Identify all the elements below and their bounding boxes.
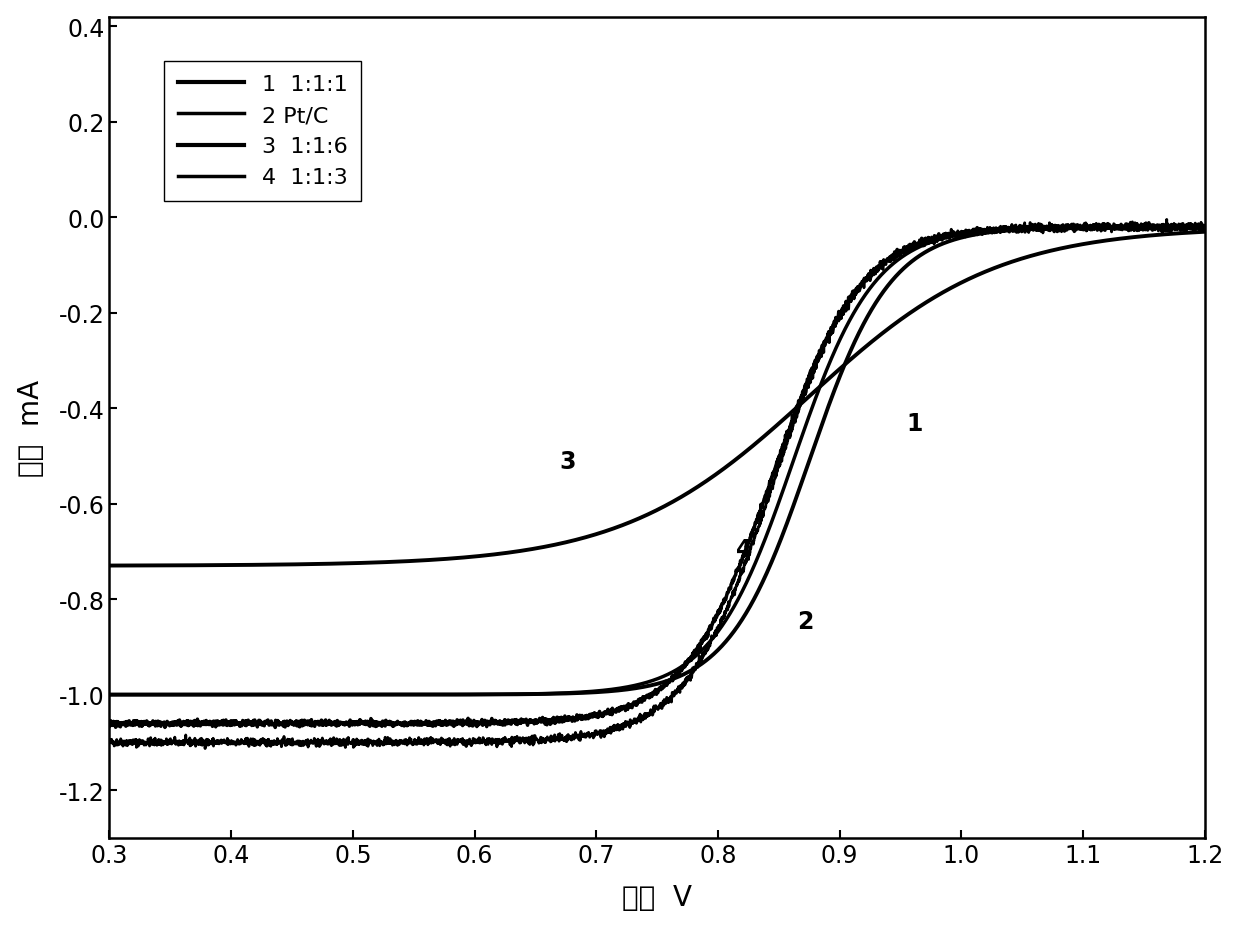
Y-axis label: 电流  mA: 电流 mA xyxy=(16,380,45,476)
Text: 2: 2 xyxy=(797,609,813,633)
Text: 3: 3 xyxy=(559,449,577,473)
Text: 4: 4 xyxy=(737,537,753,561)
Text: 1: 1 xyxy=(906,411,923,435)
X-axis label: 电压  V: 电压 V xyxy=(622,883,692,911)
Legend: 1  1:1:1, 2 Pt/C, 3  1:1:6, 4  1:1:3: 1 1:1:1, 2 Pt/C, 3 1:1:6, 4 1:1:3 xyxy=(165,62,361,201)
